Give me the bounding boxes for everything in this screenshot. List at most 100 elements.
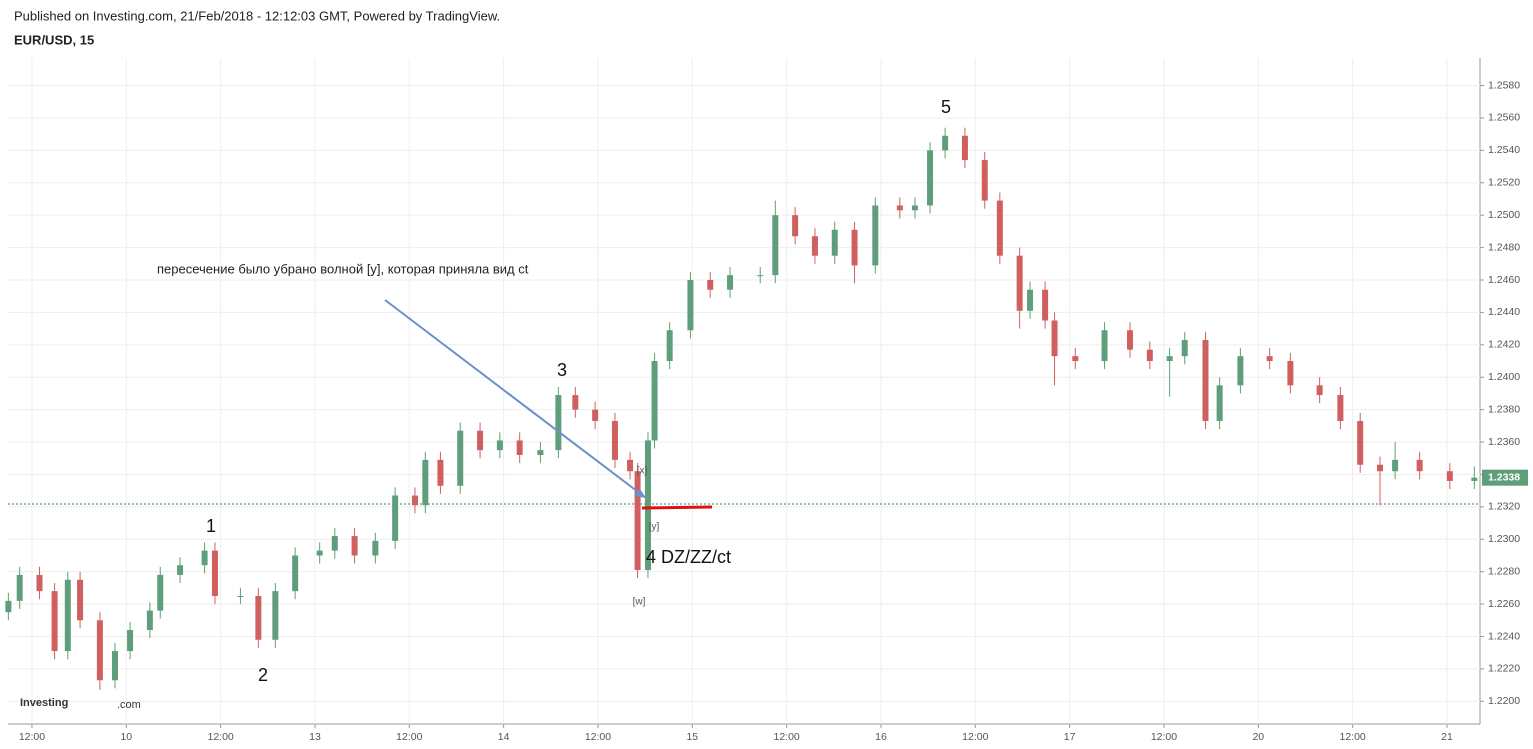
candle-body xyxy=(437,459,444,486)
candle-body xyxy=(1377,464,1384,472)
annotation: 4 DZ/ZZ/ct xyxy=(646,547,731,567)
candle-body xyxy=(644,440,651,571)
candle-body xyxy=(422,459,429,506)
candle-body xyxy=(36,574,43,592)
last-price-box xyxy=(1482,469,1528,486)
y-tick-label: 1.2200 xyxy=(1488,695,1520,707)
candle-body xyxy=(1127,330,1134,350)
arrow-head xyxy=(634,489,646,498)
candle-body xyxy=(831,229,838,256)
x-tick-label: 12:00 xyxy=(773,731,799,743)
x-tick-label: 16 xyxy=(875,731,887,743)
candle-body xyxy=(331,536,338,551)
y-tick-label: 1.2380 xyxy=(1488,403,1520,415)
y-tick-label: 1.2300 xyxy=(1488,533,1520,545)
y-tick-label: 1.2400 xyxy=(1488,371,1520,383)
logo-main: Investing xyxy=(20,697,68,709)
x-tick-label: 12:00 xyxy=(1151,731,1177,743)
candle-body xyxy=(351,536,358,556)
y-tick-label: 1.2220 xyxy=(1488,663,1520,675)
candle-body xyxy=(927,150,934,206)
symbol: EUR/USD, 15 xyxy=(14,32,94,47)
annotation: [y] xyxy=(649,522,660,533)
y-tick-label: 1.2580 xyxy=(1488,79,1520,91)
candle-body xyxy=(772,215,779,276)
arrow xyxy=(384,299,647,499)
candle-body xyxy=(1166,356,1173,362)
candle-body xyxy=(872,205,879,266)
candles xyxy=(5,127,1478,690)
last-price-label: 1.2338 xyxy=(1488,471,1520,483)
candle-body xyxy=(255,595,262,640)
x-tick-label: 12:00 xyxy=(19,731,45,743)
candle-body xyxy=(1446,471,1453,481)
candle-body xyxy=(727,275,734,290)
candle-body xyxy=(592,409,599,421)
candle-body xyxy=(146,610,153,631)
candle-body xyxy=(1072,356,1079,362)
candle-body xyxy=(1042,289,1049,321)
candle-body xyxy=(666,330,673,362)
annotation: 1 xyxy=(206,516,216,536)
candle-body xyxy=(1181,339,1188,357)
x-tick-label: 21 xyxy=(1441,731,1453,743)
x-tick-label: 12:00 xyxy=(396,731,422,743)
x-tick-label: 10 xyxy=(120,731,132,743)
x-tick-label: 15 xyxy=(686,731,698,743)
candle-body xyxy=(555,395,562,451)
candle-body xyxy=(651,361,658,441)
annotation: [x] xyxy=(637,466,648,477)
candle-body xyxy=(1357,420,1364,465)
candle-body xyxy=(896,205,903,211)
candle-body xyxy=(392,495,399,541)
candle-body xyxy=(177,565,184,575)
y-tick-label: 1.2420 xyxy=(1488,339,1520,351)
annotation: 2 xyxy=(258,665,268,685)
red-level xyxy=(641,505,713,510)
x-tick-label: 13 xyxy=(309,731,321,743)
candle-body xyxy=(411,495,418,506)
y-tick-label: 1.2500 xyxy=(1488,209,1520,221)
candle-body xyxy=(77,579,84,621)
candle-body xyxy=(634,471,641,571)
x-tick-label: 12:00 xyxy=(585,731,611,743)
x-tick-label: 12:00 xyxy=(1340,731,1366,743)
candle-body xyxy=(942,135,949,151)
candle-body xyxy=(157,574,164,611)
candle-body xyxy=(996,200,1003,256)
candle-body xyxy=(96,620,103,681)
candle-body xyxy=(981,160,988,201)
candle-body xyxy=(1051,320,1058,357)
y-tick-label: 1.2480 xyxy=(1488,241,1520,253)
y-tick-label: 1.2520 xyxy=(1488,177,1520,189)
candle-body xyxy=(372,540,379,556)
candle-body xyxy=(1216,385,1223,421)
x-tick-label: 20 xyxy=(1252,731,1264,743)
candle-body xyxy=(627,459,634,472)
candle-body xyxy=(572,395,579,410)
candle-body xyxy=(477,430,484,451)
y-tick-label: 1.2460 xyxy=(1488,274,1520,286)
candle-body xyxy=(1316,385,1323,396)
annotation: 3 xyxy=(557,360,567,380)
candle-body xyxy=(911,205,918,211)
candle-body xyxy=(457,430,464,486)
x-tick-label: 17 xyxy=(1064,731,1076,743)
annotation: [w] xyxy=(633,597,646,608)
candle-body xyxy=(811,236,818,256)
candle-body xyxy=(1027,289,1034,311)
candle-body xyxy=(127,630,134,652)
y-tick-label: 1.2540 xyxy=(1488,144,1520,156)
candle-body xyxy=(707,280,714,290)
annotation: 5 xyxy=(941,97,951,117)
candle-body xyxy=(1101,330,1108,362)
y-tick-label: 1.2360 xyxy=(1488,436,1520,448)
y-tick-label: 1.2560 xyxy=(1488,112,1520,124)
candle-body xyxy=(1146,349,1153,362)
candle-body xyxy=(237,595,244,597)
y-tick-label: 1.2440 xyxy=(1488,306,1520,318)
candle-body xyxy=(64,579,71,652)
candle-body xyxy=(1202,339,1209,421)
candle-body xyxy=(1287,361,1294,386)
